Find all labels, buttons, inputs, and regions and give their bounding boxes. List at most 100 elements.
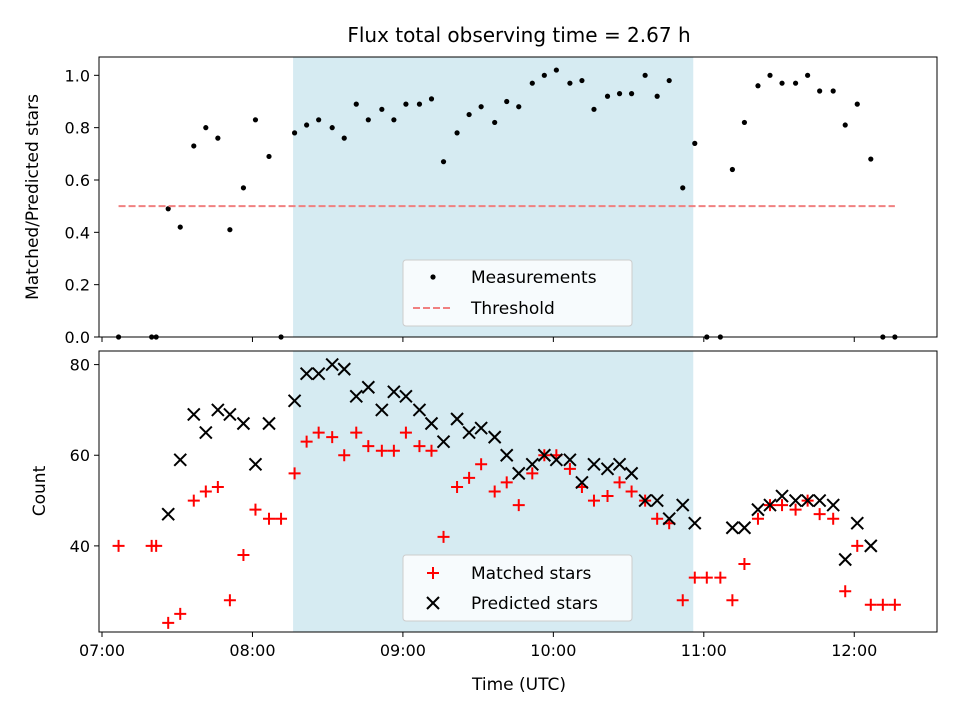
count-y-tick-label: 40 xyxy=(70,537,90,556)
measurement-point xyxy=(628,91,635,97)
matched-star-point xyxy=(187,494,200,507)
predicted-star-point xyxy=(575,475,589,490)
count-y-axis-label: Count xyxy=(30,465,50,516)
predicted-star-point xyxy=(800,493,815,508)
measurement-point xyxy=(177,224,183,230)
legend-matched-marker xyxy=(427,567,439,579)
matched-star-point xyxy=(249,503,262,516)
predicted-star-point xyxy=(462,425,476,440)
count-panel: 40 60 80 07:00 08:00 09:00 10:00 11:00 12:00 Cou… xyxy=(30,350,938,695)
measurement-point xyxy=(805,72,811,78)
matched-star-point xyxy=(726,594,739,607)
measurement-point xyxy=(341,135,347,141)
matched-star-point xyxy=(199,485,212,498)
ratio-y-tick-label: 0.6 xyxy=(65,171,90,190)
predicted-star-point xyxy=(450,412,464,426)
ratio-y-tick-label: 0.8 xyxy=(65,119,90,138)
matched-star-point xyxy=(350,426,363,439)
predicted-star-point xyxy=(638,493,652,508)
measurement-point xyxy=(553,67,559,73)
predicted-star-point xyxy=(173,453,187,467)
matched-star-point xyxy=(688,571,701,584)
measurement-point xyxy=(830,88,836,94)
measurement-point xyxy=(642,72,648,78)
chart-title: Flux total observing time = 2.67 h xyxy=(347,23,690,47)
predicted-star-point xyxy=(512,466,526,481)
predicted-star-point xyxy=(624,466,639,481)
measurement-point xyxy=(478,104,484,110)
ratio-y-tick-label: 1.0 xyxy=(65,66,90,85)
measurement-point xyxy=(291,130,298,136)
measurement-point xyxy=(729,166,735,173)
matched-star-point xyxy=(223,594,236,607)
predicted-star-point xyxy=(211,403,225,417)
measurement-point xyxy=(680,185,686,191)
measurement-point xyxy=(266,153,272,160)
ratio-y-axis-label: Matched/Predicted stars xyxy=(23,94,43,300)
ratio-y-tick-label: 0.2 xyxy=(65,276,90,295)
predicted-star-point xyxy=(549,453,564,467)
x-tick-label: 11:00 xyxy=(681,641,727,660)
measurement-point xyxy=(741,119,748,126)
predicted-star-point xyxy=(751,502,765,517)
matched-star-point xyxy=(500,476,513,489)
measurement-point xyxy=(227,227,233,233)
matched-star-point xyxy=(700,571,713,584)
predicted-star-point xyxy=(349,389,363,404)
predicted-star-point xyxy=(299,366,314,381)
matched-star-point xyxy=(512,499,525,512)
ratio-plot-frame xyxy=(98,56,938,338)
matched-star-point xyxy=(211,480,224,493)
predicted-star-point xyxy=(262,416,276,431)
predicted-star-point xyxy=(487,430,502,444)
measurement-point xyxy=(215,135,221,141)
predicted-star-point xyxy=(725,521,740,535)
matched-star-point xyxy=(375,444,388,457)
matched-star-point xyxy=(751,512,764,525)
legend-measurements-label: Measurements xyxy=(471,268,597,288)
predicted-star-point xyxy=(199,425,213,440)
matched-star-point xyxy=(587,494,600,507)
matched-star-point xyxy=(463,471,476,484)
measurement-point xyxy=(466,111,472,118)
legend-measurements-marker xyxy=(430,274,436,280)
ratio-panel: 0.0 0.2 0.4 0.6 0.8 1.0 Matched/Predicted sta… xyxy=(23,56,938,347)
predicted-star-point xyxy=(864,539,878,553)
matched-star-point xyxy=(162,616,175,629)
matched-star-point xyxy=(827,512,840,525)
predicted-star-point xyxy=(763,498,777,512)
measurement-point xyxy=(252,117,259,123)
matched-star-point xyxy=(263,512,276,525)
matched-star-point xyxy=(738,558,751,571)
predicted-star-point xyxy=(850,516,864,530)
measurement-point xyxy=(654,93,660,99)
predicted-star-point xyxy=(325,357,339,372)
predicted-star-point xyxy=(600,462,615,476)
measurement-point xyxy=(616,91,623,97)
x-tick-label: 08:00 xyxy=(229,641,275,660)
measurement-point xyxy=(454,130,460,136)
predicted-star-point xyxy=(474,421,488,435)
predicted-star-point xyxy=(525,457,540,472)
predicted-star-point xyxy=(812,493,827,508)
measurement-point xyxy=(504,98,510,105)
matched-star-point xyxy=(338,449,351,462)
measurement-point xyxy=(854,101,860,107)
measurement-point xyxy=(792,80,799,86)
matched-star-point xyxy=(789,503,802,516)
predicted-star-point xyxy=(612,457,627,472)
predicted-star-point xyxy=(650,493,664,508)
measurement-point xyxy=(403,101,409,107)
predicted-star-point xyxy=(287,394,302,408)
predicted-star-point xyxy=(375,403,389,417)
measurement-point xyxy=(165,206,171,212)
measurement-point xyxy=(755,83,761,89)
matched-star-point xyxy=(326,431,339,444)
predicted-star-point xyxy=(399,389,413,404)
measurement-point xyxy=(779,80,785,86)
predicted-star-point xyxy=(424,416,439,431)
matched-star-point xyxy=(625,485,638,498)
matched-star-point xyxy=(888,598,901,611)
measurement-point xyxy=(416,101,423,107)
